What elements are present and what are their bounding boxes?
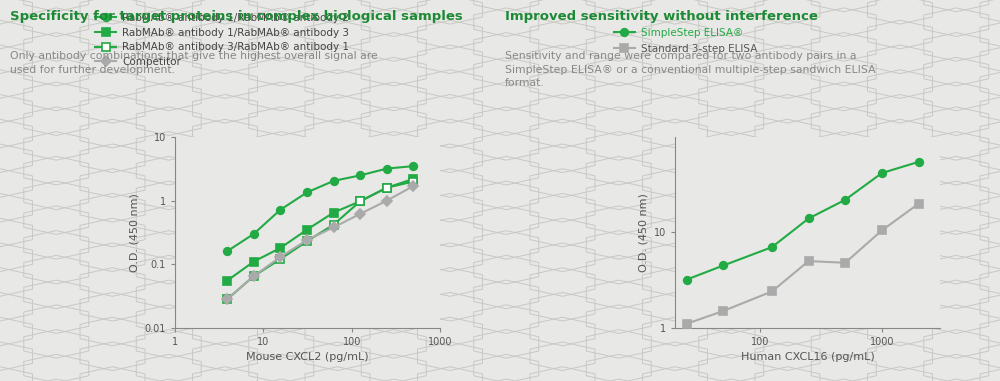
X-axis label: Human CXCL16 (pg/mL): Human CXCL16 (pg/mL): [741, 352, 874, 362]
Text: Only antibody combinations that give the highest overall signal are
used for fur: Only antibody combinations that give the…: [10, 51, 378, 75]
Text: Sensitivity and range were compared for two antibody pairs in a
SimpleStep ELISA: Sensitivity and range were compared for …: [505, 51, 876, 88]
Text: Specificity for target proteins in complex biological samples: Specificity for target proteins in compl…: [10, 10, 463, 22]
X-axis label: Mouse CXCL2 (pg/mL): Mouse CXCL2 (pg/mL): [246, 352, 369, 362]
Y-axis label: O.D. (450 nm): O.D. (450 nm): [129, 193, 139, 272]
Y-axis label: O.D. (450 nm): O.D. (450 nm): [638, 193, 648, 272]
Legend: SimpleStep ELISA®, Standard 3-step ELISA: SimpleStep ELISA®, Standard 3-step ELISA: [614, 28, 757, 54]
Text: Improved sensitivity without interference: Improved sensitivity without interferenc…: [505, 10, 818, 22]
Legend: RabMAb® antibody 1/RabMAb® antibody 2, RabMAb® antibody 1/RabMAb® antibody 3, Ra: RabMAb® antibody 1/RabMAb® antibody 2, R…: [95, 13, 349, 67]
